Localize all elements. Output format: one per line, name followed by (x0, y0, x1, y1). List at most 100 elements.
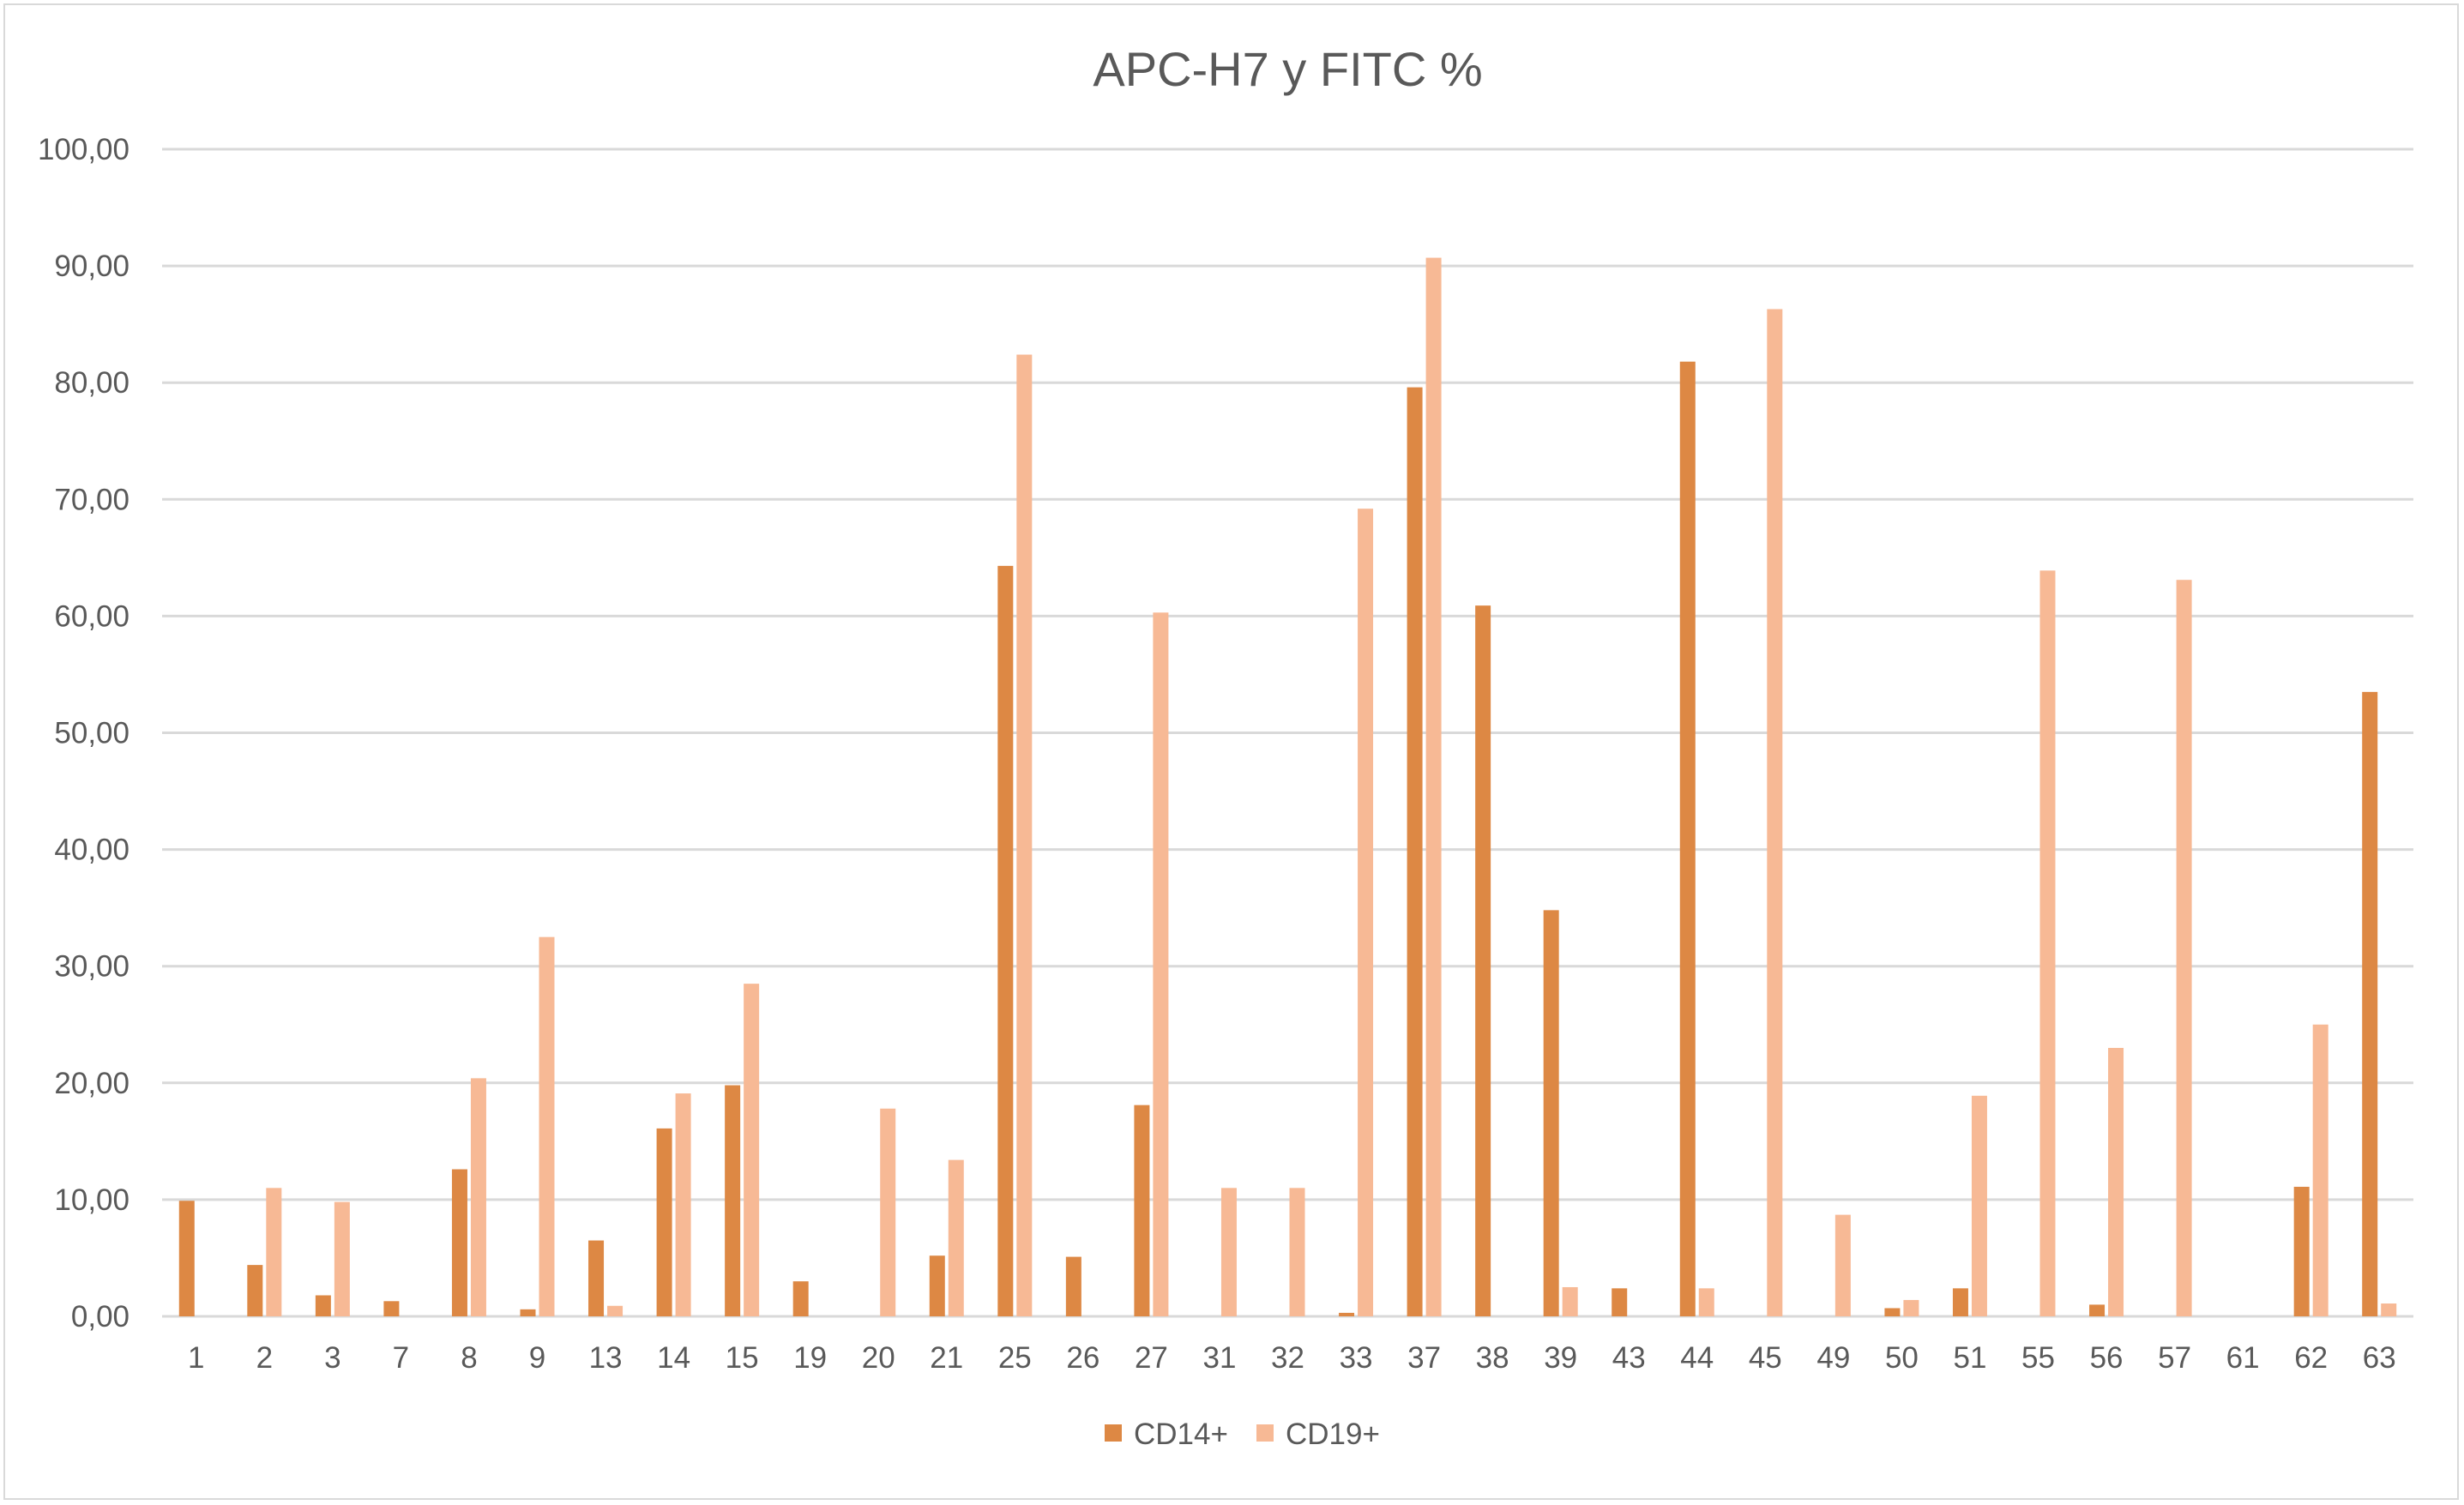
bar-cd14-56 (2089, 1304, 2106, 1316)
x-tick-label: 32 (1271, 1341, 1304, 1375)
bar-cd19-13 (607, 1305, 624, 1316)
x-tick-label: 7 (393, 1341, 409, 1375)
x-tick-label: 20 (862, 1341, 895, 1375)
bar-cd19-32 (1289, 1188, 1305, 1316)
bar-cd19-2 (266, 1188, 282, 1316)
x-tick-label: 62 (2294, 1341, 2328, 1375)
legend-swatch (1256, 1424, 1274, 1442)
legend-swatch (1105, 1424, 1122, 1442)
y-tick-label: 10,00 (54, 1183, 130, 1217)
bar-cd19-21 (948, 1159, 964, 1316)
y-tick-label: 50,00 (54, 717, 130, 750)
x-axis-tick-labels: 1 2 3 7 8 9 13 14 15 19 20 21 25 26 27 31 32 33 37 38 39 43 44… (188, 1341, 2396, 1375)
chart-frame: APC-H7 y FITC % 0,00 10,00 20,00 30,00 40,00… (3, 3, 2459, 1500)
bar-cd19-20 (880, 1108, 896, 1316)
x-tick-label: 63 (2363, 1341, 2396, 1375)
legend-item: CD14+ (1105, 1418, 1228, 1451)
x-tick-label: 2 (256, 1341, 273, 1375)
y-axis-tick-labels: 0,00 10,00 20,00 30,00 40,00 50,00 60,00 70,00 8… (38, 133, 130, 1333)
bar-cd14-19 (792, 1281, 809, 1316)
bar-cd14-62 (2293, 1186, 2310, 1316)
x-tick-label: 25 (998, 1341, 1032, 1375)
y-tick-label: 40,00 (54, 834, 130, 867)
x-tick-label: 45 (1749, 1341, 1782, 1375)
x-tick-label: 21 (930, 1341, 963, 1375)
x-tick-label: 19 (793, 1341, 827, 1375)
legend: CD14+ CD19+ (1105, 1418, 1380, 1451)
bar-cd14-44 (1679, 361, 1696, 1316)
y-tick-label: 30,00 (54, 950, 130, 984)
bar-cd14-38 (1475, 605, 1491, 1316)
bar-cd19-57 (2176, 580, 2192, 1316)
bar-cd19-27 (1153, 612, 1169, 1316)
x-tick-label: 37 (1407, 1341, 1441, 1375)
bar-cd14-27 (1134, 1105, 1150, 1316)
x-tick-label: 31 (1202, 1341, 1236, 1375)
bar-cd19-15 (744, 984, 760, 1316)
x-tick-label: 43 (1612, 1341, 1646, 1375)
x-tick-label: 27 (1135, 1341, 1168, 1375)
bar-cd19-62 (2312, 1024, 2328, 1316)
x-tick-label: 14 (657, 1341, 690, 1375)
x-tick-label: 55 (2021, 1341, 2055, 1375)
x-tick-label: 3 (324, 1341, 340, 1375)
legend-label: CD14+ (1134, 1418, 1228, 1451)
x-tick-label: 13 (589, 1341, 623, 1375)
bar-cd14-15 (725, 1085, 741, 1316)
bar-cd14-14 (656, 1128, 672, 1316)
bar-cd14-21 (929, 1255, 945, 1316)
bar-cd14-8 (451, 1169, 467, 1316)
bar-cd19-8 (470, 1078, 486, 1316)
bar-cd14-25 (997, 565, 1014, 1316)
bar-cd19-9 (539, 936, 555, 1316)
bar-cd19-33 (1358, 509, 1374, 1316)
bar-cd19-14 (675, 1093, 691, 1316)
bar-cd19-25 (1016, 354, 1033, 1316)
bar-cd14-33 (1339, 1312, 1355, 1316)
y-tick-label: 70,00 (54, 483, 130, 516)
x-tick-label: 33 (1340, 1341, 1373, 1375)
legend-item: CD19+ (1256, 1418, 1380, 1451)
legend-label: CD19+ (1286, 1418, 1380, 1451)
x-tick-label: 8 (461, 1341, 477, 1375)
bar-cd14-13 (588, 1240, 605, 1316)
bar-cd14-3 (315, 1295, 331, 1316)
x-tick-label: 56 (2090, 1341, 2124, 1375)
x-tick-label: 38 (1476, 1341, 1509, 1375)
y-tick-label: 0,00 (71, 1300, 130, 1333)
x-tick-label: 26 (1066, 1341, 1099, 1375)
chart-title: APC-H7 y FITC % (1093, 42, 1482, 96)
y-tick-label: 60,00 (54, 599, 130, 633)
bar-cd19-50 (1903, 1299, 1919, 1316)
bars (178, 257, 2397, 1316)
bar-cd14-7 (383, 1301, 400, 1316)
bar-cd14-1 (178, 1201, 195, 1316)
bar-cd14-39 (1543, 910, 1559, 1316)
bar-cd14-51 (1952, 1288, 1968, 1316)
bar-cd19-55 (2039, 570, 2056, 1316)
bar-cd14-50 (1884, 1308, 1901, 1316)
bar-cd14-43 (1612, 1288, 1628, 1316)
bar-cd14-9 (520, 1309, 536, 1316)
bar-cd19-31 (1220, 1188, 1237, 1316)
x-tick-label: 61 (2226, 1341, 2260, 1375)
bar-cd19-39 (1562, 1286, 1578, 1316)
bar-cd19-49 (1834, 1214, 1851, 1316)
y-tick-label: 20,00 (54, 1067, 130, 1100)
bar-cd14-63 (2362, 691, 2378, 1316)
bar-cd14-26 (1065, 1256, 1081, 1316)
x-tick-label: 44 (1680, 1341, 1714, 1375)
chart-canvas: APC-H7 y FITC % 0,00 10,00 20,00 30,00 40,00… (38, 42, 2413, 1451)
y-tick-label: 90,00 (54, 250, 130, 283)
y-tick-label: 80,00 (54, 366, 130, 400)
gridlines (162, 147, 2413, 1318)
bar-cd19-44 (1698, 1288, 1714, 1316)
bar-cd14-2 (247, 1265, 263, 1316)
y-tick-label: 100,00 (38, 133, 130, 166)
x-tick-label: 57 (2158, 1341, 2191, 1375)
x-tick-label: 15 (726, 1341, 759, 1375)
bar-cd19-45 (1767, 309, 1783, 1316)
x-tick-label: 51 (1953, 1341, 1986, 1375)
bar-cd14-37 (1407, 387, 1423, 1316)
bar-cd19-63 (2381, 1303, 2397, 1316)
